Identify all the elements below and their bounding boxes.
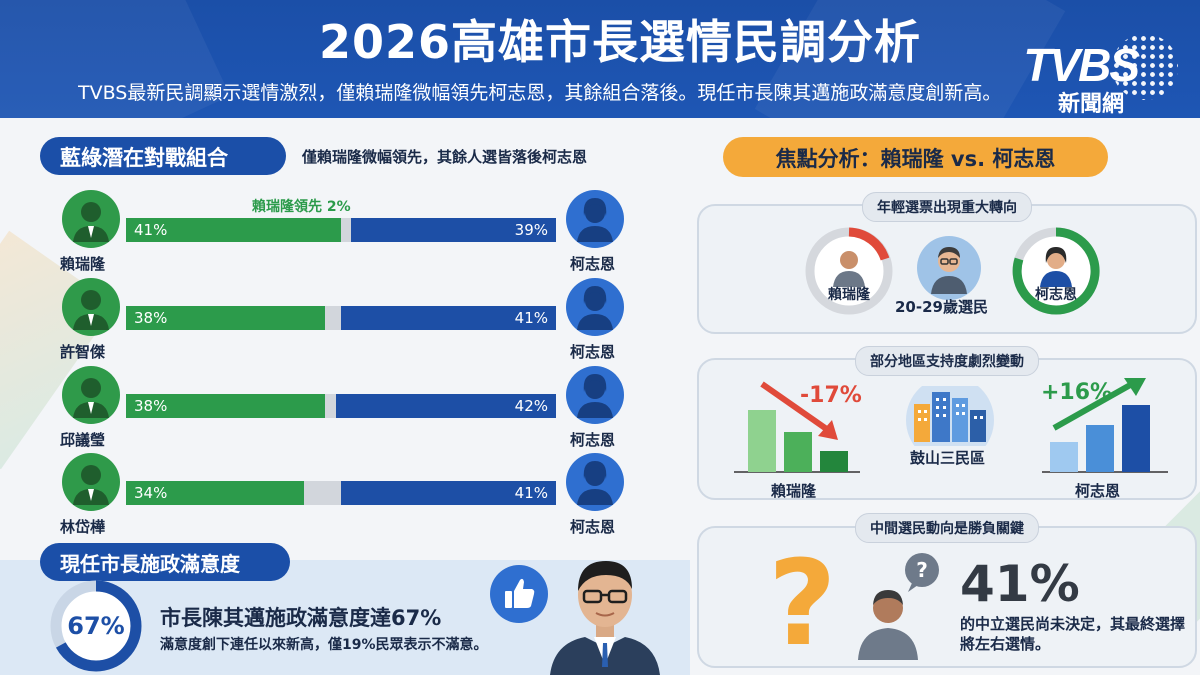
green-support-bar: 38% bbox=[126, 306, 326, 330]
blue-candidate-avatar-icon bbox=[566, 278, 624, 336]
blue-candidate-avatar-icon bbox=[566, 453, 624, 511]
region-shift-tag: 部分地區支持度劇烈變動 bbox=[855, 346, 1039, 376]
green-candidate-avatar-icon bbox=[62, 453, 120, 511]
blue-support-bar: 41% bbox=[340, 306, 556, 330]
approval-headline: 市長陳其邁施政滿意度達67% bbox=[160, 606, 442, 630]
matchup-row: 林岱樺 34% 41% 柯志恩 bbox=[40, 453, 640, 539]
lai-youth-ring bbox=[805, 227, 893, 315]
matchup-note: 僅賴瑞隆微幅領先，其餘人選皆落後柯志恩 bbox=[302, 148, 588, 166]
blue-candidate-avatar-icon bbox=[566, 190, 624, 248]
thumbs-up-icon bbox=[490, 565, 548, 623]
blue-support-label: 41% bbox=[514, 484, 548, 502]
logo-subtext: 新聞網 bbox=[1057, 92, 1124, 117]
ko-youth-ring bbox=[1012, 227, 1100, 315]
focus-section-title: 焦點分析：賴瑞隆 vs. 柯志恩 bbox=[723, 137, 1108, 177]
green-support-bar: 34% bbox=[126, 481, 305, 505]
city-buildings-icon bbox=[906, 386, 994, 446]
lai-decline-chart bbox=[734, 381, 860, 473]
matchup-bar: 41% 39% bbox=[126, 218, 556, 242]
header-banner: 2026高雄市長選情民調分析 TVBS最新民調顯示選情激烈，僅賴瑞隆微幅領先柯志… bbox=[0, 0, 1200, 118]
green-candidate-name: 邱議瑩 bbox=[60, 431, 106, 449]
approval-donut bbox=[50, 580, 142, 672]
logo-brand: TVBS bbox=[1023, 39, 1140, 91]
blue-support-label: 39% bbox=[514, 221, 548, 239]
undecided-tag: 中間選民動向是勝負關鍵 bbox=[855, 513, 1039, 543]
green-support-label: 38% bbox=[134, 397, 168, 415]
undecided-card bbox=[697, 526, 1197, 668]
green-candidate-name: 許智傑 bbox=[60, 343, 106, 361]
matchup-bar: 34% 41% bbox=[126, 481, 556, 505]
green-candidate-name: 林岱樺 bbox=[60, 518, 106, 536]
lai-region-name: 賴瑞隆 bbox=[771, 482, 817, 500]
matchup-bar: 38% 41% bbox=[126, 306, 556, 330]
undecided-percent: 41% bbox=[960, 555, 1080, 613]
blue-candidate-name: 柯志恩 bbox=[570, 518, 616, 536]
green-candidate-avatar-icon bbox=[62, 278, 120, 336]
green-support-label: 41% bbox=[134, 221, 168, 239]
lai-youth-name: 賴瑞隆 bbox=[828, 287, 870, 303]
mayor-portrait-icon bbox=[550, 561, 660, 675]
blue-support-bar: 42% bbox=[335, 394, 556, 418]
undecided-description: 的中立選民尚未決定，其最終選擇將左右選情。 bbox=[960, 615, 1186, 653]
young-voter-icon bbox=[917, 236, 981, 300]
ko-youth-name: 柯志恩 bbox=[1035, 287, 1077, 303]
ko-change-pct: +16% bbox=[1041, 380, 1113, 405]
svg-text:?: ? bbox=[916, 558, 928, 582]
green-candidate-avatar-icon bbox=[62, 366, 120, 424]
matchup-bar: 38% 42% bbox=[126, 394, 556, 418]
blue-candidate-avatar-icon bbox=[566, 366, 624, 424]
question-mark-icon: ? bbox=[768, 534, 837, 672]
blue-support-label: 42% bbox=[514, 397, 548, 415]
ko-increase-chart bbox=[1042, 378, 1168, 473]
matchup-row: 許智傑 38% 41% 柯志恩 bbox=[40, 278, 640, 364]
matchup-row: 邱議瑩 38% 42% 柯志恩 bbox=[40, 366, 640, 452]
matchup-row: 賴瑞隆 41% 39% 柯志恩 bbox=[40, 190, 640, 276]
blue-support-label: 41% bbox=[514, 309, 548, 327]
tvbs-logo: TVBS 新聞網 bbox=[998, 30, 1178, 117]
green-candidate-avatar-icon bbox=[62, 190, 120, 248]
young-voter-label: 20-29歲選民 bbox=[895, 298, 988, 316]
approval-percent: 67% bbox=[67, 612, 125, 640]
page-subtitle: TVBS最新民調顯示選情激烈，僅賴瑞隆微幅領先柯志恩，其餘組合落後。現任市長陳其… bbox=[78, 82, 1002, 104]
green-support-label: 38% bbox=[134, 309, 168, 327]
page-title: 2026高雄市長選情民調分析 bbox=[318, 15, 922, 69]
lai-change-pct: -17% bbox=[800, 383, 862, 408]
matchup-section-title: 藍綠潛在對戰組合 bbox=[40, 137, 286, 175]
green-support-label: 34% bbox=[134, 484, 168, 502]
blue-candidate-name: 柯志恩 bbox=[570, 255, 616, 273]
approval-subtext: 滿意度創下連任以來新高，僅19%民眾表示不滿意。 bbox=[160, 637, 488, 653]
green-support-bar: 38% bbox=[126, 394, 326, 418]
blue-candidate-name: 柯志恩 bbox=[570, 343, 616, 361]
ko-region-name: 柯志恩 bbox=[1075, 482, 1121, 500]
youth-vote-tag: 年輕選票出現重大轉向 bbox=[862, 192, 1032, 222]
blue-candidate-name: 柯志恩 bbox=[570, 431, 616, 449]
region-name: 鼓山三民區 bbox=[910, 449, 986, 467]
lead-note: 賴瑞隆領先 2% bbox=[252, 199, 351, 215]
green-support-bar: 41% bbox=[126, 218, 342, 242]
undecided-voter-icon: ? bbox=[858, 553, 939, 660]
blue-support-bar: 41% bbox=[340, 481, 556, 505]
blue-support-bar: 39% bbox=[351, 218, 556, 242]
approval-section-title: 現任市長施政滿意度 bbox=[40, 543, 290, 581]
logo-dots-icon bbox=[1112, 34, 1178, 100]
green-candidate-name: 賴瑞隆 bbox=[60, 255, 106, 273]
